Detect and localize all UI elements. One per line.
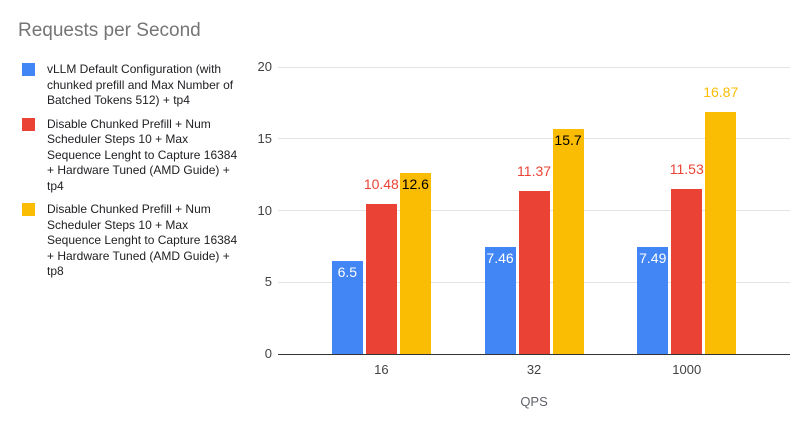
bar-s2-16 (365, 203, 397, 354)
x-tick-label: 16 (374, 362, 389, 377)
gridline (278, 66, 790, 68)
legend-label: Disable Chunked Prefill + Num Scheduler … (47, 116, 238, 193)
bar-s1-1000 (637, 246, 669, 354)
x-axis-title: QPS (520, 394, 548, 409)
bar-value-label: 7.46 (486, 249, 514, 266)
chart-title: Requests per Second (18, 20, 201, 41)
bar-s3-1000 (705, 111, 737, 354)
bar-s3-16 (399, 173, 431, 354)
y-tick-label: 20 (257, 59, 272, 74)
bar-s3-32 (552, 128, 584, 354)
bar-s2-32 (518, 190, 550, 354)
bar-value-label: 16.87 (703, 83, 739, 100)
bar-value-label: 15.7 (554, 131, 582, 148)
legend-label: Disable Chunked Prefill + Num Scheduler … (47, 202, 238, 278)
x-axis-baseline (278, 353, 790, 355)
bar-value-label: 6.5 (337, 263, 358, 280)
y-tick-label: 10 (257, 202, 272, 218)
bar-s1-32 (484, 246, 516, 354)
legend-item-series3: Disable Chunked Prefill + Num Scheduler … (22, 202, 247, 280)
bar-value-label: 11.37 (517, 162, 552, 179)
y-tick-label: 15 (257, 130, 272, 146)
x-tick-label: 32 (526, 362, 542, 377)
x-tick-label: 1000 (672, 362, 702, 377)
legend-swatch-blue (22, 63, 35, 76)
bar-value-label: 11.53 (669, 160, 704, 177)
legend-item-series2: Disable Chunked Prefill + Num Scheduler … (22, 117, 247, 195)
bar-value-label: 7.49 (639, 249, 667, 266)
bar-s2-1000 (671, 188, 703, 354)
legend: vLLM Default Configuration (with chunked… (22, 62, 247, 280)
y-tick-label: 0 (264, 346, 272, 361)
bar-value-label: 12.6 (401, 176, 429, 193)
bar-s1-16 (331, 260, 363, 354)
legend-swatch-red (22, 117, 35, 131)
legend-swatch-yellow (22, 203, 35, 216)
gridline (278, 138, 790, 140)
y-tick-label: 5 (264, 274, 272, 290)
legend-label: vLLM Default Configuration (with chunked… (47, 62, 234, 107)
bar-value-label: 10.48 (363, 175, 399, 192)
legend-item-series1: vLLM Default Configuration (with chunked… (22, 62, 247, 109)
